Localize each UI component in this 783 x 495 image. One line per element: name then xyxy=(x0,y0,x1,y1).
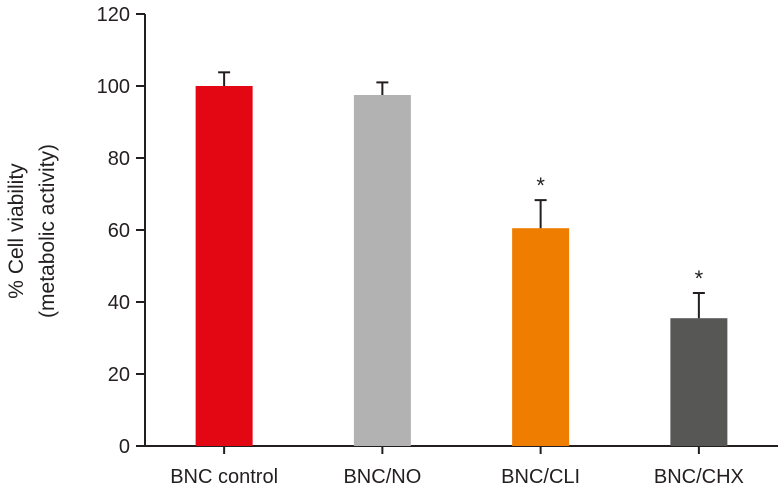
bar-bnc-control xyxy=(195,86,253,446)
significance-marker: * xyxy=(536,173,545,198)
x-tick-label: BNC/NO xyxy=(343,466,421,488)
bar-bnc-no xyxy=(353,95,411,446)
y-tick-label: 120 xyxy=(97,4,130,26)
y-tick-label: 100 xyxy=(97,76,130,98)
y-axis-title-line-2: (metabolic activity) xyxy=(36,144,59,318)
y-axis-title: % Cell viability (metabolic activity) xyxy=(5,144,59,318)
bar-bnc-cli xyxy=(512,228,570,446)
x-tick-label: BNC/CLI xyxy=(501,466,580,488)
y-tick-label: 20 xyxy=(108,364,130,386)
bar-bnc-chx xyxy=(670,318,728,446)
y-axis: 0 20 40 60 80 100 120 xyxy=(97,4,146,458)
y-tick-label: 40 xyxy=(108,292,130,314)
y-tick-label: 0 xyxy=(119,436,130,458)
bars: ** xyxy=(195,71,728,446)
y-tick-label: 60 xyxy=(108,220,130,242)
x-tick-label: BNC control xyxy=(170,466,278,488)
significance-marker: * xyxy=(695,266,704,291)
x-tick-label: BNC/CHX xyxy=(654,466,744,488)
x-axis: BNC control BNC/NO BNC/CLI BNC/CHX xyxy=(145,445,778,488)
y-tick-label: 80 xyxy=(108,148,130,170)
y-axis-title-line-1: % Cell viability xyxy=(5,163,28,299)
